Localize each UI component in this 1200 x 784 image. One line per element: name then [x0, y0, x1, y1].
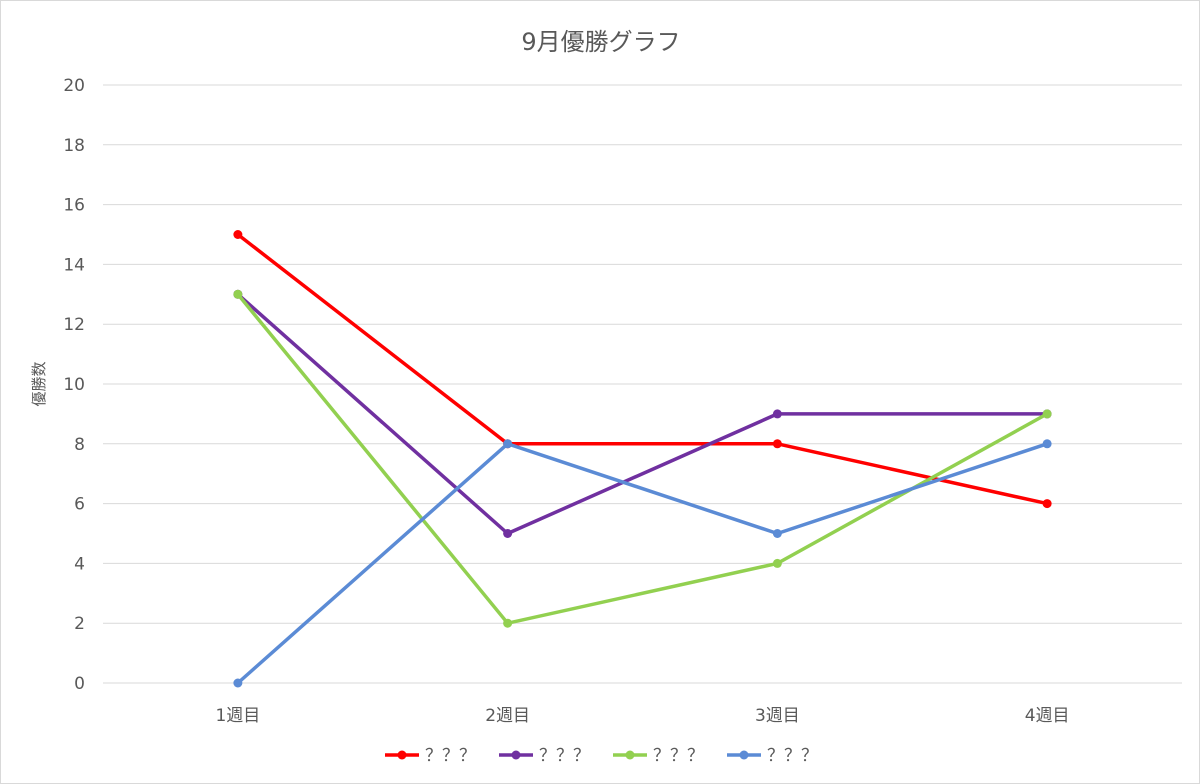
data-point	[503, 529, 513, 538]
y-tick-label: 8	[74, 435, 85, 455]
legend-item: ？？？	[727, 746, 818, 766]
y-tick-label: 4	[74, 554, 85, 574]
legend-label: ？？？	[653, 746, 704, 766]
data-point	[772, 439, 782, 449]
y-tick-label: 0	[74, 674, 85, 694]
y-axis-ticks: 0 2 4 6 8 10 12 14 16 18 20	[63, 76, 85, 694]
legend-item: ？？？	[499, 746, 590, 766]
y-tick-label: 10	[63, 375, 85, 395]
y-tick-label: 16	[63, 196, 85, 216]
x-tick-label: 1週目	[215, 706, 260, 726]
x-axis-ticks: 1週目 2週目 3週目 4週目	[215, 706, 1069, 726]
legend-swatch-marker	[397, 750, 407, 760]
legend-swatch-marker	[739, 750, 749, 760]
data-point	[1042, 439, 1052, 449]
series-lines	[233, 230, 1052, 688]
y-axis-label: 優勝数	[30, 361, 48, 406]
y-tick-label: 2	[74, 614, 85, 634]
legend: ？？？ ？？？ ？？？ ？？？	[385, 746, 818, 766]
legend-label: ？？？	[425, 746, 476, 766]
y-tick-label: 6	[74, 495, 85, 515]
series-4	[233, 439, 1052, 688]
y-tick-label: 18	[63, 136, 85, 156]
data-point	[772, 529, 782, 538]
data-point	[503, 618, 513, 628]
series-1	[233, 230, 1052, 509]
series-line	[236, 292, 1049, 536]
x-tick-label: 4週目	[1025, 706, 1070, 726]
data-point	[772, 409, 782, 419]
y-tick-label: 14	[63, 255, 85, 275]
data-point	[233, 230, 243, 239]
legend-swatch-marker	[511, 750, 521, 760]
legend-label: ？？？	[539, 746, 590, 766]
series-line	[236, 232, 1049, 506]
chart-title: 9月優勝グラフ	[521, 28, 680, 56]
series-line	[236, 442, 1049, 685]
legend-item: ？？？	[385, 746, 476, 766]
data-point	[233, 678, 243, 688]
data-point	[1042, 409, 1052, 419]
data-point	[772, 558, 782, 568]
data-point	[1042, 499, 1052, 509]
x-tick-label: 2週目	[485, 706, 530, 726]
y-tick-label: 20	[63, 76, 85, 96]
legend-swatch-marker	[625, 750, 635, 760]
data-point	[503, 439, 513, 449]
legend-label: ？？？	[767, 746, 818, 766]
y-tick-label: 12	[63, 315, 85, 335]
x-tick-label: 3週目	[755, 706, 800, 726]
legend-item: ？？？	[613, 746, 704, 766]
data-point	[233, 289, 243, 299]
